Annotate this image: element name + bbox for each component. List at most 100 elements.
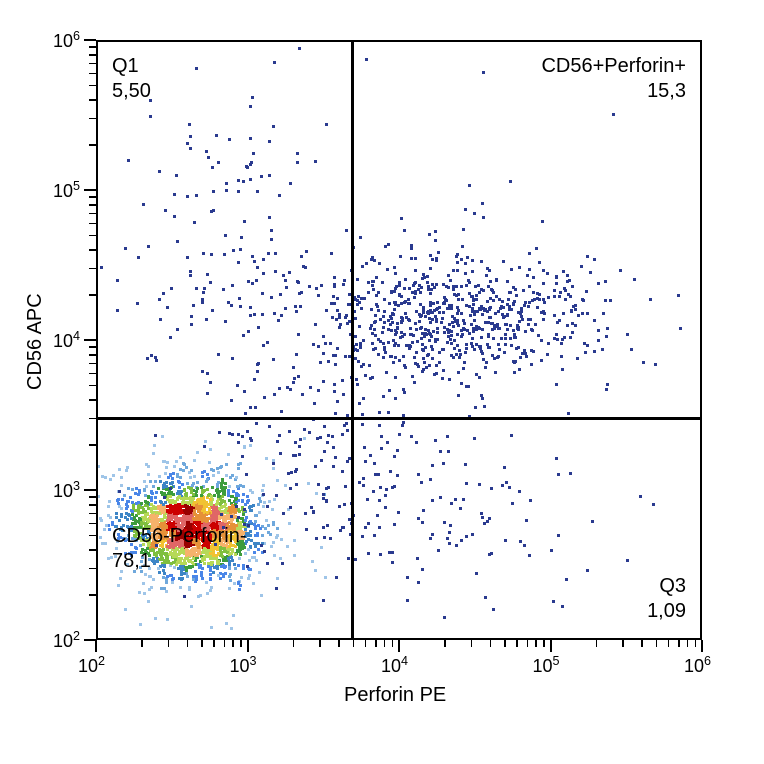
data-point (449, 330, 452, 333)
data-point (266, 505, 269, 508)
data-point (144, 504, 147, 507)
data-point (356, 278, 359, 281)
data-point (182, 501, 185, 504)
data-point (117, 498, 120, 501)
x-tick-label: 106 (684, 654, 711, 677)
data-point (254, 527, 257, 530)
data-point (557, 473, 560, 476)
data-point (238, 297, 241, 300)
x-tick-label: 102 (78, 654, 105, 677)
data-point (387, 319, 390, 322)
data-point (162, 486, 165, 489)
data-point (364, 374, 367, 377)
data-point (278, 194, 281, 197)
data-point (468, 184, 471, 187)
data-point (439, 496, 442, 499)
data-point (542, 310, 545, 313)
data-point (367, 281, 370, 284)
data-point (152, 452, 155, 455)
data-point (202, 291, 205, 294)
data-point (382, 342, 385, 345)
data-point (435, 318, 438, 321)
data-point (390, 291, 393, 294)
data-point (400, 217, 403, 220)
data-point (176, 328, 179, 331)
data-point (378, 411, 381, 414)
data-point (532, 291, 535, 294)
y-tick-minor (89, 535, 96, 537)
data-point (506, 303, 509, 306)
data-point (476, 310, 479, 313)
x-tick-minor (695, 640, 697, 647)
data-point (300, 291, 303, 294)
data-point (138, 491, 141, 494)
data-point (606, 383, 609, 386)
data-point (116, 309, 119, 312)
data-point (169, 336, 172, 339)
data-point (502, 260, 505, 263)
data-point (204, 440, 207, 443)
data-point (449, 338, 452, 341)
data-point (336, 400, 339, 403)
data-point (206, 372, 209, 375)
data-point (147, 245, 150, 248)
data-point (455, 255, 458, 258)
data-point (373, 321, 376, 324)
data-point (500, 305, 503, 308)
x-tick-minor (232, 640, 234, 647)
data-point (538, 293, 541, 296)
data-point (237, 508, 240, 511)
data-point (133, 518, 136, 521)
data-point (152, 519, 155, 522)
y-tick-label: 102 (53, 629, 80, 652)
data-point (160, 587, 163, 590)
data-point (428, 332, 431, 335)
data-point (478, 327, 481, 330)
data-point (268, 140, 271, 143)
x-tick-minor (516, 640, 518, 647)
data-point (325, 123, 328, 126)
data-point (212, 209, 215, 212)
data-point (468, 281, 471, 284)
data-point (586, 255, 589, 258)
data-point (362, 339, 365, 342)
data-point (152, 578, 155, 581)
data-point (475, 294, 478, 297)
data-point (431, 499, 434, 502)
data-point (290, 471, 293, 474)
data-point (258, 571, 261, 574)
data-point (207, 156, 210, 159)
data-point (216, 467, 219, 470)
data-point (294, 454, 297, 457)
y-tick-minor (89, 268, 96, 270)
data-point (233, 582, 236, 585)
y-tick-minor (89, 54, 96, 56)
data-point (256, 266, 259, 269)
data-point (556, 338, 559, 341)
x-tick-major (247, 640, 249, 652)
data-point (466, 256, 469, 259)
data-point (559, 291, 562, 294)
data-point (276, 527, 279, 530)
data-point (462, 228, 465, 231)
quadrant-name: CD56+Perforin+ (541, 54, 686, 79)
data-point (446, 341, 449, 344)
data-point (609, 299, 612, 302)
data-point (453, 339, 456, 342)
data-point (527, 305, 530, 308)
data-point (445, 285, 448, 288)
data-point (527, 318, 530, 321)
data-point (158, 475, 161, 478)
data-point (406, 599, 409, 602)
data-point (237, 441, 240, 444)
data-point (210, 586, 213, 589)
data-point (210, 253, 213, 256)
data-point (597, 329, 600, 332)
data-point (362, 363, 365, 366)
data-point (528, 268, 531, 271)
data-point (332, 446, 335, 449)
data-point (438, 351, 441, 354)
data-point (435, 259, 438, 262)
data-point (241, 455, 244, 458)
data-point (375, 276, 378, 279)
